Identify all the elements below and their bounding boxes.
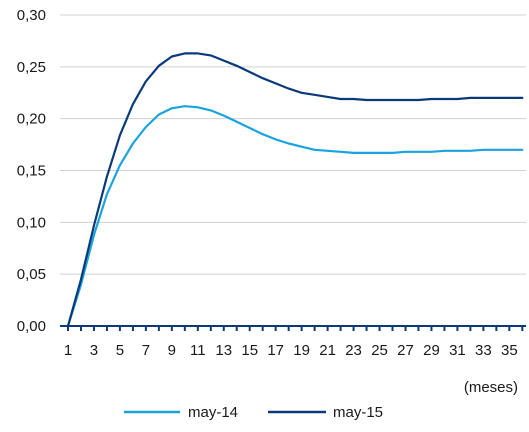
y-axis-tick-labels: 0,00 0,05 0,10 0,15 0,20 0,25 0,30 xyxy=(17,7,46,335)
x-tick-label: 21 xyxy=(319,342,336,359)
x-tick-label: 23 xyxy=(345,342,362,359)
x-tick-label: 29 xyxy=(423,342,440,359)
y-tick-label: 0,00 xyxy=(17,318,46,335)
series-line-may-15 xyxy=(66,52,524,328)
y-tick-label: 0,25 xyxy=(17,59,46,76)
y-tick-label: 0,15 xyxy=(17,163,46,180)
x-tick-label: 19 xyxy=(293,342,310,359)
legend-label-may-15: may-15 xyxy=(333,404,383,421)
series-lines xyxy=(66,52,524,328)
x-tick-label: 9 xyxy=(168,342,176,359)
y-tick-label: 0,30 xyxy=(17,7,46,24)
x-tick-label: 15 xyxy=(241,342,258,359)
x-tick-label: 25 xyxy=(371,342,388,359)
x-tick-label: 7 xyxy=(142,342,150,359)
x-tick-label: 11 xyxy=(190,342,206,359)
gridlines xyxy=(60,14,526,275)
x-axis-tick-labels: 1 3 5 7 9 11 13 15 17 19 21 23 25 27 29 31 33 35 xyxy=(64,342,518,359)
series-line-may-14 xyxy=(66,105,524,328)
x-tick-label: 1 xyxy=(64,342,72,359)
legend: may-14 may-15 xyxy=(124,404,383,421)
x-tick-label: 3 xyxy=(90,342,98,359)
x-tick-label: 17 xyxy=(267,342,284,359)
x-axis-label: (meses) xyxy=(464,379,518,396)
x-axis xyxy=(60,325,526,331)
x-tick-label: 31 xyxy=(449,342,466,359)
y-tick-label: 0,20 xyxy=(17,111,46,128)
x-tick-label: 5 xyxy=(116,342,124,359)
legend-label-may-14: may-14 xyxy=(188,404,238,421)
y-tick-label: 0,05 xyxy=(17,266,46,283)
x-tick-label: 33 xyxy=(475,342,492,359)
x-tick-label: 13 xyxy=(215,342,232,359)
y-tick-label: 0,10 xyxy=(17,214,46,231)
x-tick-label: 27 xyxy=(397,342,414,359)
x-tick-label: 35 xyxy=(501,342,518,359)
